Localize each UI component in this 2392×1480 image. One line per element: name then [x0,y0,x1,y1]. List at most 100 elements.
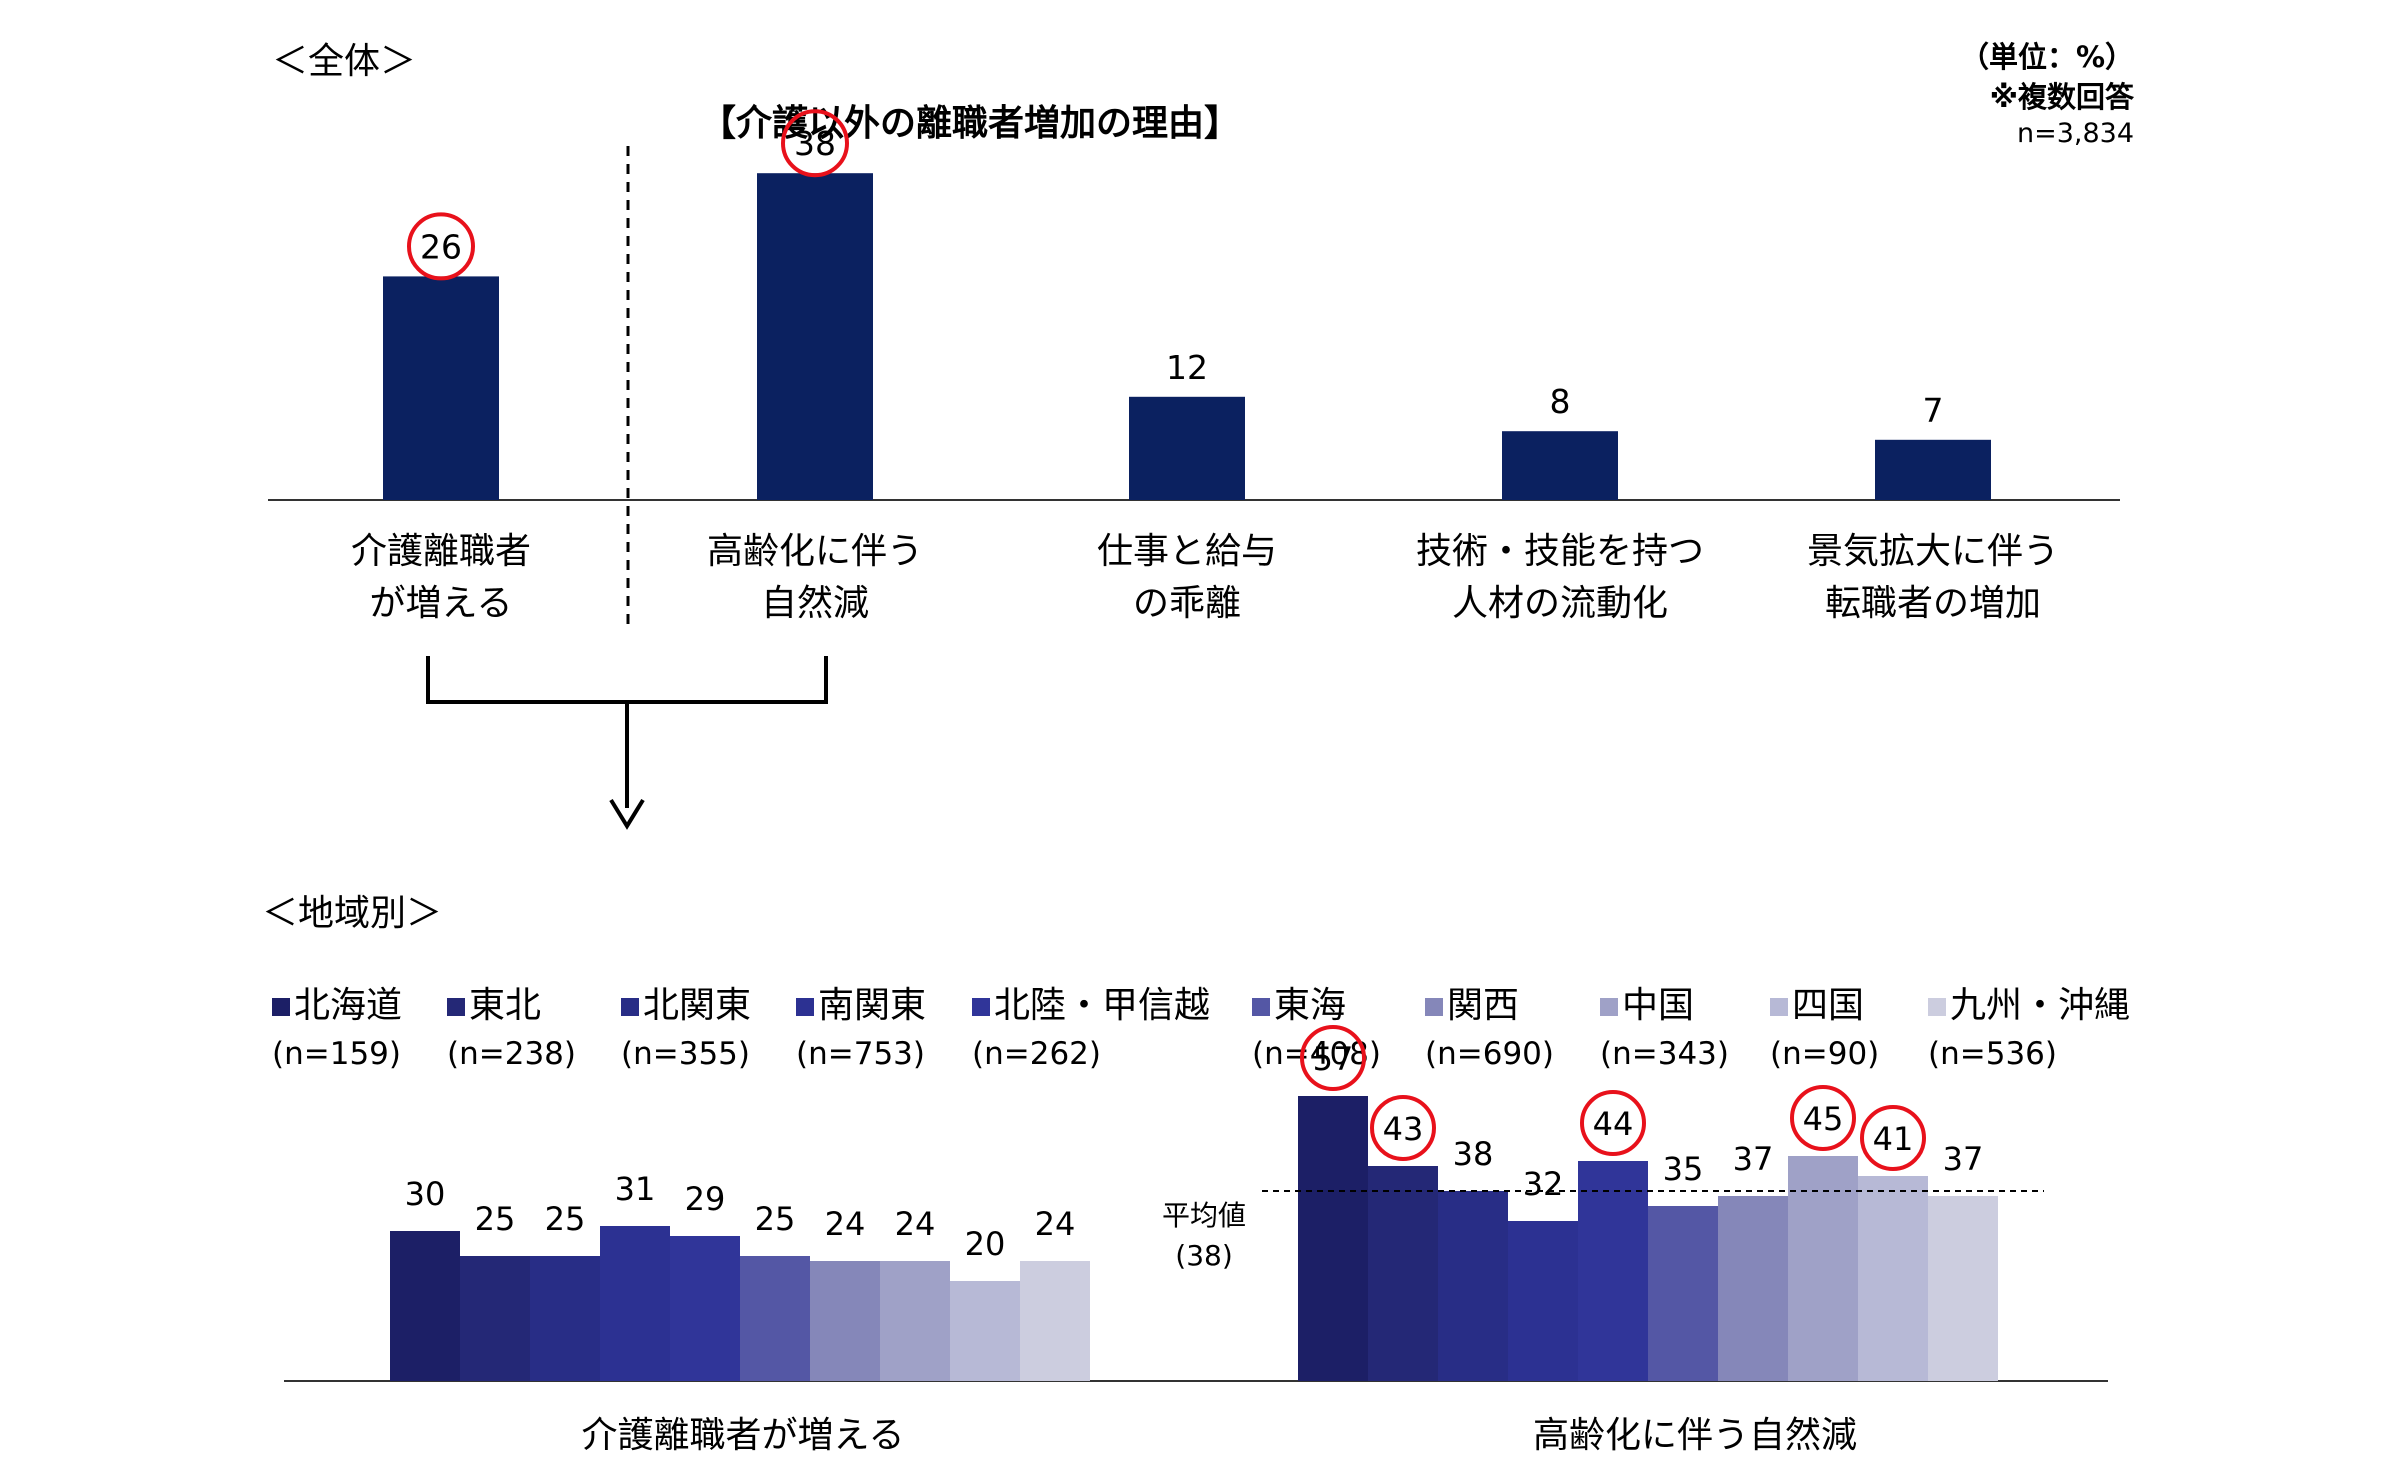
group1-bar-8 [880,1261,950,1381]
group2-bar-7 [1718,1196,1788,1381]
group2-highlight-circle-8 [1790,1085,1856,1151]
legend-item-9: 四国 [1770,976,1864,1028]
group2-bar-4 [1508,1221,1578,1381]
top-bar-2 [757,173,873,500]
legend-swatch-10 [1928,998,1946,1016]
top-category-label-5-line1: 景気拡大に伴う [1806,531,2060,572]
top-category-label-3: 仕事と給与 の乖離 [1097,526,1277,630]
group2-value-label-7: 37 [1733,1140,1774,1178]
group2-value-label-8: 45 [1803,1100,1844,1138]
group2-value-label-1: 57 [1313,1040,1354,1078]
legend-swatch-4 [796,998,814,1016]
group2-highlight-circle-1 [1300,1025,1366,1091]
group-label-aging-decline: 高齢化に伴う自然減 [1532,1415,1858,1456]
legend-n-8: (n=343) [1600,1036,1729,1072]
legend-n-10: (n=536) [1928,1036,2057,1072]
average-label-line1: 平均値 [1162,1199,1247,1232]
top-value-label-1: 26 [420,227,462,266]
group2-value-label-2: 43 [1383,1110,1424,1148]
legend-n-2: (n=238) [447,1036,576,1072]
group1-bar-1 [390,1231,460,1381]
top-category-label-4: 技術・技能を持つ 人材の流動化 [1416,526,1704,630]
group1-bar-2 [460,1256,530,1381]
group2-highlight-circle-9 [1860,1105,1926,1171]
legend-item-8: 中国 [1600,976,1694,1028]
legend-name-10: 九州・沖縄 [1950,985,2131,1026]
group1-value-label-9: 20 [965,1225,1006,1263]
legend-swatch-7 [1425,998,1443,1016]
group2-highlight-circle-5 [1580,1090,1646,1156]
group1-value-label-4: 31 [615,1170,656,1208]
group2-bar-6 [1648,1206,1718,1381]
top-highlight-circle-1 [407,212,475,281]
top-category-label-1-line1: 介護離職者 [350,531,532,572]
legend-item-1: 北海道 [272,976,402,1028]
legend-item-4: 南関東 [796,976,926,1028]
legend-item-3: 北関東 [621,976,751,1028]
top-category-label-1: 介護離職者 が増える [351,526,531,630]
top-value-label-4: 8 [1550,382,1571,421]
multi-answer-note: ※複数回答 [1989,80,2134,114]
group1-bar-9 [950,1281,1020,1381]
top-category-label-4-line2: 人材の流動化 [1451,583,1669,624]
top-bar-4 [1502,431,1618,500]
group2-bar-5 [1578,1161,1648,1381]
legend-name-1: 北海道 [294,985,403,1026]
legend-swatch-5 [972,998,990,1016]
legend-n-7: (n=690) [1425,1036,1554,1072]
group1-value-label-3: 25 [545,1200,586,1238]
legend-item-6: 東海 [1252,976,1346,1028]
group1-bar-10 [1020,1261,1090,1381]
legend-name-9: 四国 [1792,985,1865,1026]
top-value-label-3: 12 [1166,348,1208,387]
legend-name-3: 北関東 [643,985,752,1026]
top-category-label-5-line2: 転職者の増加 [1824,583,2042,624]
regional-section-title: ＜地域別＞ [262,893,443,934]
group2-bar-8 [1788,1156,1858,1381]
legend-name-5: 北陸・甲信越 [994,985,1211,1026]
legend-swatch-6 [1252,998,1270,1016]
group2-value-label-4: 32 [1523,1165,1564,1203]
unit-note: （単位：%） [1959,40,2134,74]
average-label: 平均値 (38) [1162,1196,1246,1276]
top-category-label-4-line1: 技術・技能を持つ [1415,531,1705,572]
legend-name-6: 東海 [1274,985,1347,1026]
top-category-label-1-line2: が増える [369,583,513,624]
legend-swatch-8 [1600,998,1618,1016]
legend-name-2: 東北 [469,985,542,1026]
top-bar-1 [383,276,499,500]
top-value-label-2: 38 [794,124,836,163]
legend-name-8: 中国 [1622,985,1695,1026]
bracket-connector [426,656,828,704]
group2-highlight-circle-2 [1370,1095,1436,1161]
group1-bar-4 [600,1226,670,1381]
legend-item-10: 九州・沖縄 [1928,976,2130,1028]
top-highlight-circle-2 [781,109,849,178]
legend-n-3: (n=355) [621,1036,750,1072]
top-category-label-2-line1: 高齢化に伴う [706,531,924,572]
top-value-label-5: 7 [1923,391,1944,430]
group2-value-label-3: 38 [1453,1135,1494,1173]
top-category-label-5: 景気拡大に伴う 転職者の増加 [1807,526,2059,630]
top-bar-5 [1875,439,1991,500]
group1-bar-7 [810,1261,880,1381]
arrow-down-icon [609,798,645,830]
top-category-label-3-line2: の乖離 [1132,583,1242,624]
group1-value-label-1: 30 [405,1175,446,1213]
legend-swatch-3 [621,998,639,1016]
group2-bar-10 [1928,1196,1998,1381]
overall-section-title: ＜全体＞ [272,41,417,82]
group2-value-label-6: 35 [1663,1150,1704,1188]
legend-n-9: (n=90) [1770,1036,1880,1072]
legend-name-7: 関西 [1447,985,1520,1026]
legend-n-1: (n=159) [272,1036,401,1072]
legend-swatch-9 [1770,998,1788,1016]
sample-size-note: n=3,834 [2016,118,2134,149]
group2-value-label-5: 44 [1593,1105,1634,1143]
top-bar-3 [1129,396,1245,500]
group1-value-label-7: 24 [825,1205,866,1243]
group2-bar-3 [1438,1191,1508,1381]
group1-bar-6 [740,1256,810,1381]
top-category-label-3-line1: 仕事と給与 [1096,531,1278,572]
